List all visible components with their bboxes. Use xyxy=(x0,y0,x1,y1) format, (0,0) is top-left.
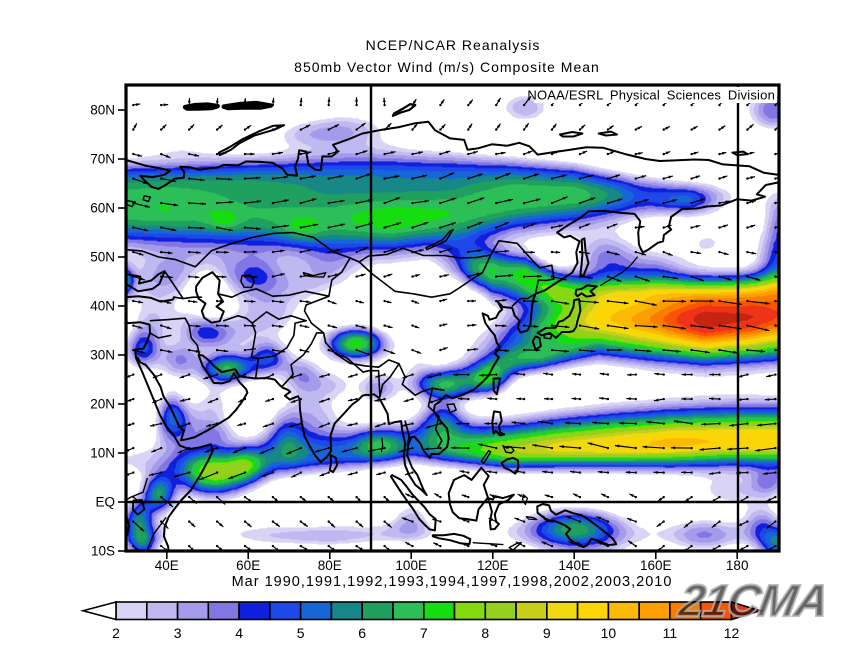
svg-text:80E: 80E xyxy=(318,558,342,573)
svg-text:Mar 1990,1991,1992,1993,1994,1: Mar 1990,1991,1992,1993,1994,1997,1998,2… xyxy=(232,574,673,590)
svg-text:30N: 30N xyxy=(90,348,115,363)
svg-text:7: 7 xyxy=(420,625,428,641)
svg-text:80N: 80N xyxy=(90,103,115,118)
svg-text:4: 4 xyxy=(235,625,243,641)
svg-text:21CMA: 21CMA xyxy=(675,575,832,626)
svg-text:NOAA/ESRL Physical Sciences Di: NOAA/ESRL Physical Sciences Division xyxy=(527,88,775,103)
svg-text:10S: 10S xyxy=(91,544,115,559)
svg-text:120E: 120E xyxy=(477,558,509,573)
svg-text:140E: 140E xyxy=(558,558,590,573)
svg-text:9: 9 xyxy=(543,625,551,641)
svg-text:3: 3 xyxy=(174,625,182,641)
svg-text:160E: 160E xyxy=(640,558,672,573)
svg-text:EQ: EQ xyxy=(95,495,115,510)
svg-text:6: 6 xyxy=(358,625,366,641)
svg-text:20N: 20N xyxy=(90,397,115,412)
svg-text:40N: 40N xyxy=(90,299,115,314)
svg-text:100E: 100E xyxy=(395,558,427,573)
svg-text:12: 12 xyxy=(724,625,740,641)
svg-text:2: 2 xyxy=(112,625,120,641)
svg-text:11: 11 xyxy=(663,625,678,641)
svg-text:60N: 60N xyxy=(90,201,115,216)
svg-text:70N: 70N xyxy=(90,152,115,167)
svg-text:5: 5 xyxy=(297,625,305,641)
svg-text:180: 180 xyxy=(726,558,749,573)
svg-text:8: 8 xyxy=(481,625,489,641)
svg-text:50N: 50N xyxy=(90,250,115,265)
svg-text:NCEP/NCAR Reanalysis: NCEP/NCAR Reanalysis xyxy=(366,37,541,53)
svg-text:850mb Vector Wind (m/s) Compos: 850mb Vector Wind (m/s) Composite Mean xyxy=(294,59,600,75)
svg-text:10N: 10N xyxy=(90,446,115,461)
svg-text:60E: 60E xyxy=(236,558,260,573)
svg-text:40E: 40E xyxy=(155,558,179,573)
svg-text:10: 10 xyxy=(601,625,617,641)
